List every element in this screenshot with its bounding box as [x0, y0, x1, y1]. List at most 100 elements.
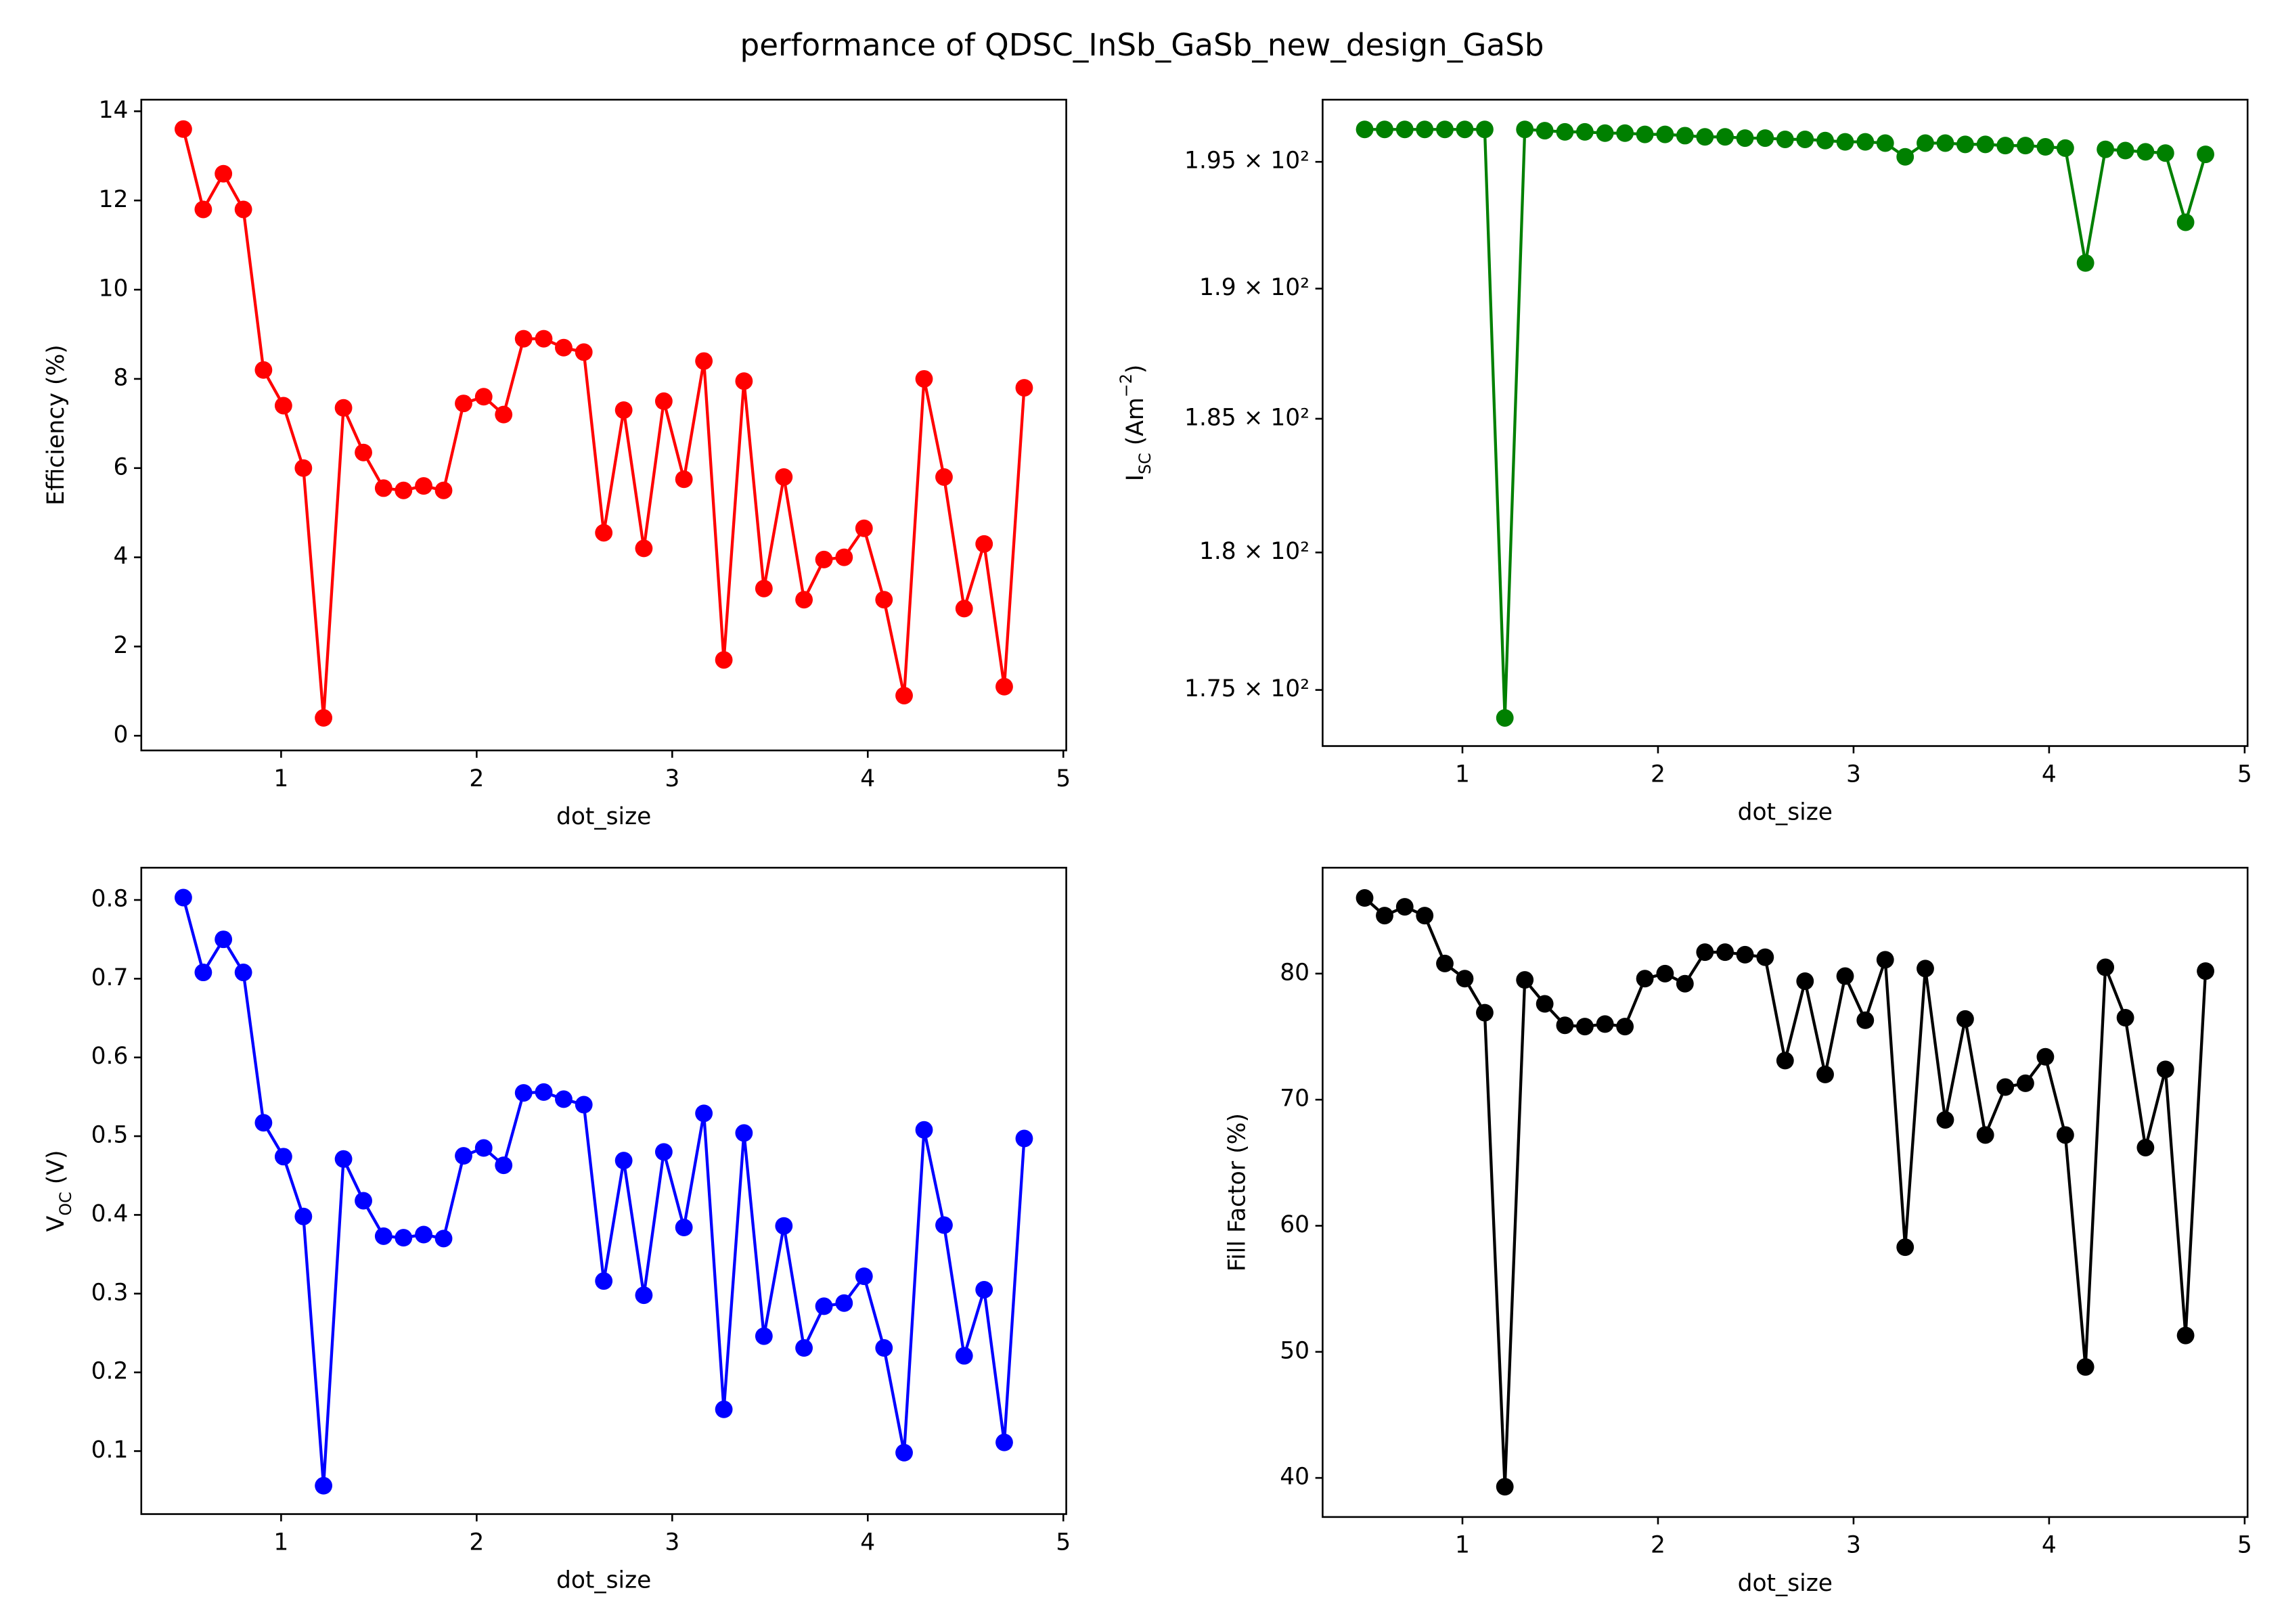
- data-point: [474, 1139, 493, 1157]
- data-point: [1676, 974, 1694, 993]
- data-point: [1476, 120, 1494, 139]
- data-point: [1616, 1018, 1634, 1036]
- data-point: [215, 930, 233, 949]
- data-point: [975, 535, 993, 553]
- data-point: [1816, 1065, 1834, 1083]
- data-point: [895, 686, 913, 704]
- data-point: [575, 1096, 593, 1114]
- data-point: [1917, 134, 1934, 152]
- data-point: [675, 470, 693, 489]
- data-point: [2116, 1009, 2134, 1027]
- y-tick-label: 0.7: [91, 964, 129, 991]
- data-point: [2156, 144, 2174, 162]
- data-point: [595, 524, 613, 542]
- x-tick-label: 3: [665, 765, 679, 792]
- data-point: [2097, 958, 2115, 976]
- data-point: [2056, 139, 2074, 157]
- y-tick-label: 1.8 × 10²: [1199, 538, 1309, 565]
- data-point: [1976, 135, 1994, 154]
- data-point: [1896, 148, 1914, 166]
- y-axis-label: ISC (Am−2): [1116, 365, 1154, 482]
- y-tick-label: 1.9 × 10²: [1199, 274, 1309, 301]
- data-point: [1416, 120, 1434, 139]
- y-tick-label: 1.75 × 10²: [1184, 675, 1309, 702]
- data-point: [1776, 1052, 1794, 1070]
- data-point: [1356, 120, 1374, 139]
- x-axis-label: dot_size: [1738, 1570, 1833, 1597]
- data-point: [1816, 131, 1834, 150]
- x-tick-label: 1: [1455, 1532, 1470, 1559]
- data-point: [935, 1216, 953, 1234]
- data-point: [174, 888, 192, 907]
- data-point: [2056, 1126, 2074, 1144]
- data-point: [1756, 948, 1774, 966]
- data-point: [1976, 1126, 1994, 1144]
- data-point: [1896, 1238, 1914, 1257]
- data-point: [535, 330, 553, 348]
- data-point: [654, 1143, 673, 1161]
- data-point: [1575, 122, 1594, 141]
- y-tick-label: 12: [99, 186, 129, 213]
- data-point: [1356, 889, 1374, 907]
- y-axis-label-part: SC: [1135, 453, 1154, 474]
- data-point: [1676, 127, 1694, 145]
- data-point: [855, 519, 873, 537]
- data-point: [815, 1297, 833, 1315]
- x-tick-label: 2: [469, 1529, 484, 1556]
- y-tick-label: 60: [1280, 1211, 1309, 1238]
- data-point: [1616, 124, 1634, 142]
- data-point: [274, 397, 292, 415]
- data-point: [274, 1148, 292, 1166]
- data-point: [1395, 120, 1414, 139]
- x-tick-label: 5: [1056, 765, 1071, 792]
- data-point: [334, 1150, 353, 1168]
- y-axis-label-part: (Am: [1121, 397, 1148, 453]
- data-point: [355, 1192, 372, 1210]
- data-point: [455, 1147, 472, 1165]
- data-point: [2017, 137, 2034, 155]
- data-point: [1596, 1015, 1614, 1033]
- x-tick-label: 4: [860, 765, 875, 792]
- data-point: [1436, 954, 1454, 972]
- data-point: [1556, 1016, 1574, 1035]
- data-point: [715, 1400, 733, 1418]
- data-point: [835, 1294, 853, 1312]
- data-point: [2076, 254, 2095, 272]
- data-point: [294, 459, 313, 477]
- y-axis-label-part: ): [1121, 365, 1148, 374]
- data-point: [474, 388, 493, 406]
- y-axis-label-part: Efficiency (%): [43, 344, 70, 505]
- x-tick-label: 5: [2237, 761, 2252, 788]
- data-point: [315, 708, 333, 727]
- data-point: [514, 330, 533, 348]
- data-point: [1015, 379, 1033, 397]
- data-point: [2036, 1047, 2055, 1066]
- x-tick-label: 1: [273, 1529, 288, 1556]
- data-point: [2197, 145, 2214, 164]
- y-tick-label: 80: [1280, 959, 1309, 986]
- x-axis-label: dot_size: [1738, 799, 1833, 826]
- data-point: [815, 550, 833, 568]
- data-point: [2017, 1074, 2034, 1092]
- data-point: [495, 405, 513, 424]
- data-point: [654, 392, 673, 410]
- data-point: [635, 539, 653, 558]
- data-point: [1776, 130, 1794, 148]
- x-tick-label: 3: [665, 1529, 679, 1556]
- x-tick-label: 4: [2042, 1532, 2057, 1559]
- y-tick-label: 1.85 × 10²: [1184, 404, 1309, 431]
- data-point: [555, 338, 573, 357]
- y-tick-label: 0.2: [91, 1358, 129, 1385]
- data-point: [1936, 134, 1954, 152]
- data-point: [1456, 970, 1474, 988]
- data-point: [875, 591, 893, 609]
- data-point: [1696, 943, 1714, 962]
- x-tick-label: 5: [2237, 1532, 2252, 1559]
- data-point: [1416, 907, 1434, 925]
- y-axis-label-part: Fill Factor (%): [1224, 1113, 1251, 1271]
- data-point: [434, 481, 453, 499]
- x-tick-label: 4: [860, 1529, 875, 1556]
